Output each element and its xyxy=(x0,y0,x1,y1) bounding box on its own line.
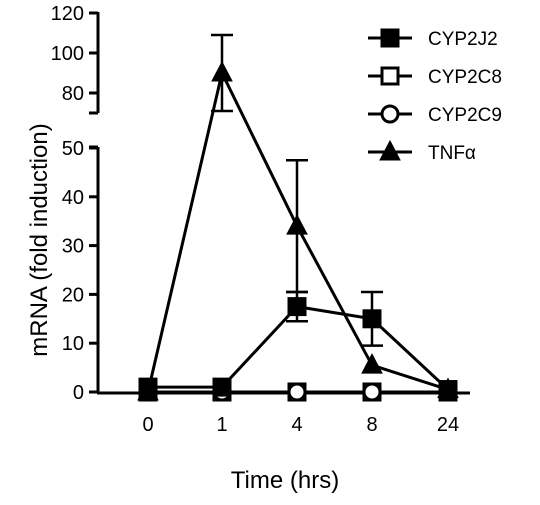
y-tick-label: 20 xyxy=(62,284,84,306)
legend-label: CYP2J2 xyxy=(428,29,498,50)
data-point xyxy=(287,382,307,402)
data-point xyxy=(286,214,308,235)
series-tnf xyxy=(137,33,459,401)
data-point xyxy=(287,297,307,317)
x-tick-label: 1 xyxy=(216,414,227,436)
legend-item: TNFα xyxy=(368,139,476,164)
y-tick-label: 120 xyxy=(51,3,84,25)
y-axis-title: mRNA (fold induction) xyxy=(26,123,53,356)
data-point xyxy=(361,353,383,374)
data-point xyxy=(137,379,159,401)
legend-label: CYP2C9 xyxy=(428,105,502,126)
legend-marker xyxy=(380,66,400,86)
y-tick-label: 80 xyxy=(62,83,84,105)
y-tick-label: 10 xyxy=(62,333,84,355)
legend-item: CYP2C8 xyxy=(368,66,502,88)
axes: 0 10 20 30 40 50 80 100 120 0 1 4 8 24 xyxy=(51,3,470,436)
y-tick-label: 0 xyxy=(73,382,84,404)
data-point xyxy=(212,377,232,397)
legend-item: CYP2C9 xyxy=(368,104,502,126)
x-tick-label: 4 xyxy=(291,414,302,436)
data-point xyxy=(362,309,382,329)
legend-marker xyxy=(379,139,401,161)
y-tick-label: 30 xyxy=(62,236,84,258)
y-tick-label: 50 xyxy=(62,138,84,160)
x-tick-label: 24 xyxy=(437,414,459,436)
y-tick-label: 40 xyxy=(62,187,84,209)
x-axis-title: Time (hrs) xyxy=(231,467,339,494)
x-tick-label: 0 xyxy=(142,414,153,436)
y-tick-label: 100 xyxy=(51,43,84,65)
x-tick-label: 8 xyxy=(366,414,377,436)
legend-marker xyxy=(380,28,400,48)
legend-marker xyxy=(380,104,400,124)
legend-item: CYP2J2 xyxy=(368,28,498,50)
legend-label: CYP2C8 xyxy=(428,67,502,88)
data-point xyxy=(362,382,382,402)
series-layer xyxy=(137,33,459,402)
data-point xyxy=(211,60,233,82)
legend-label: TNFα xyxy=(428,143,476,164)
data-point xyxy=(437,377,459,399)
legend: CYP2J2 CYP2C8 CYP2C9 TNFα xyxy=(368,28,502,164)
